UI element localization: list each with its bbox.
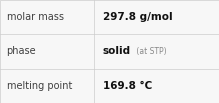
Text: molar mass: molar mass: [7, 12, 64, 22]
Text: 169.8 °C: 169.8 °C: [103, 81, 152, 91]
Text: (at STP): (at STP): [134, 47, 166, 56]
Text: 297.8 g/mol: 297.8 g/mol: [103, 12, 173, 22]
Text: melting point: melting point: [7, 81, 72, 91]
Text: solid: solid: [103, 46, 131, 57]
Text: phase: phase: [7, 46, 36, 57]
